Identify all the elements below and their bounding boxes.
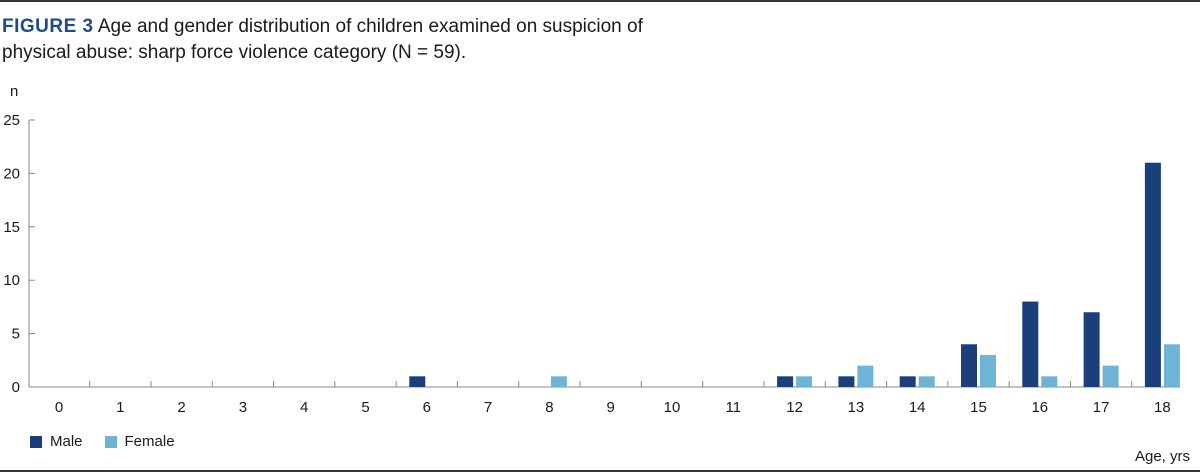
legend-swatch-male: [30, 435, 42, 448]
bar-male: [961, 344, 977, 387]
y-tick-label: 20: [3, 165, 20, 182]
y-tick-label: 10: [3, 272, 20, 289]
x-tick-label: 1: [116, 399, 124, 416]
figure-caption-text: Age and gender distribution of children …: [2, 16, 643, 63]
x-tick-label: 15: [970, 399, 987, 416]
chart-bars: [409, 162, 1180, 387]
legend-item-male: Male: [30, 433, 83, 450]
bar-male: [899, 376, 916, 387]
bar-female: [857, 365, 874, 387]
x-tick-label: 13: [848, 399, 865, 416]
x-tick-label: 0: [55, 399, 63, 416]
bar-female: [550, 376, 567, 387]
x-tick-label: 6: [423, 399, 431, 416]
x-tick-label: 7: [484, 399, 492, 416]
x-axis-label: Age, yrs: [1135, 448, 1190, 465]
figure-label: FIGURE 3: [2, 16, 94, 37]
bar-female: [1102, 365, 1119, 387]
x-tick-label: 17: [1093, 399, 1110, 416]
y-axis-label: n: [10, 83, 18, 100]
legend-swatch-female: [104, 435, 117, 448]
bottom-rule: [0, 470, 1200, 472]
legend-label-female: Female: [124, 433, 175, 450]
x-tick-label: 3: [239, 399, 247, 416]
y-tick-label: 0: [12, 379, 20, 396]
y-tick-label: 5: [12, 326, 20, 343]
x-tick-label: 14: [909, 399, 926, 416]
x-tick-label: 18: [1154, 399, 1171, 416]
bar-female: [918, 376, 935, 387]
bar-male: [409, 376, 426, 387]
x-tick-label: 2: [177, 399, 185, 416]
x-tick-label: 16: [1031, 399, 1048, 416]
bar-male: [1083, 312, 1100, 387]
x-tick-label: 10: [664, 399, 681, 416]
bar-male: [777, 376, 794, 387]
chart-axes: [28, 119, 1180, 388]
legend-item-female: Female: [104, 433, 175, 450]
bar-female: [980, 354, 996, 387]
legend-label-male: Male: [50, 433, 83, 450]
bar-female: [1041, 376, 1058, 387]
x-tick-label: 9: [607, 399, 615, 416]
x-tick-label: 4: [300, 399, 308, 416]
x-tick-label: 12: [786, 399, 803, 416]
figure-caption: FIGURE 3 Age and gender distribution of …: [2, 14, 702, 66]
bar-male: [1144, 162, 1161, 387]
chart-legend: Male Female: [30, 433, 197, 450]
x-tick-label: 11: [726, 399, 742, 416]
y-tick-label: 15: [3, 219, 20, 236]
bar-female: [1163, 344, 1180, 387]
y-tick-label: 25: [3, 112, 20, 129]
x-tick-label: 5: [361, 399, 369, 416]
bar-female: [796, 376, 813, 387]
x-tick-label: 8: [545, 399, 553, 416]
bar-male: [838, 376, 855, 387]
top-rule: [0, 0, 1200, 2]
bar-male: [1022, 301, 1039, 387]
